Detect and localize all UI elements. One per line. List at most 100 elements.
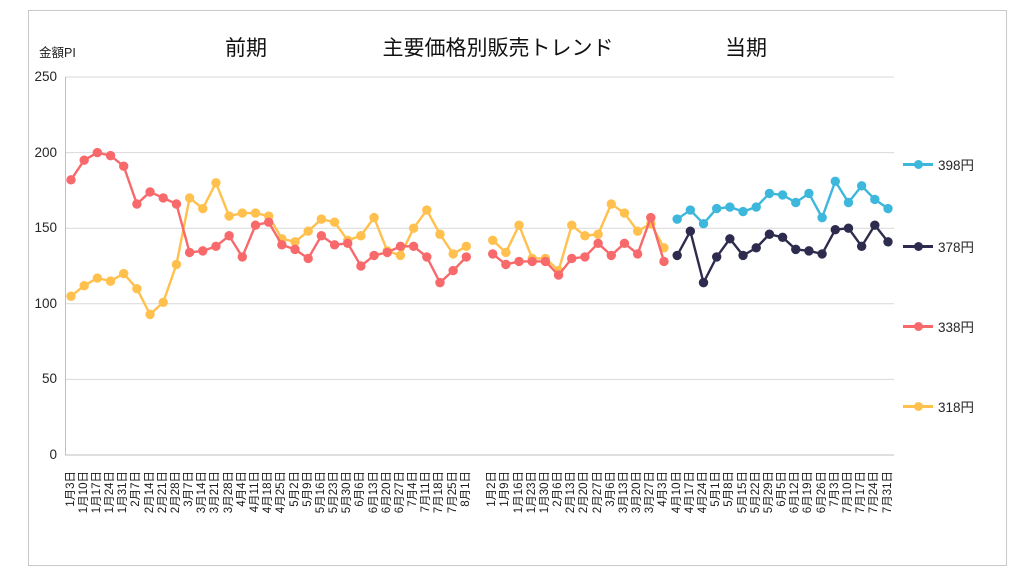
gridlines [65,76,894,456]
series-line [69,181,468,316]
x-tick-label: 5月8日 [723,471,736,507]
data-point [382,247,392,258]
x-tick-label: 7月24日 [868,471,881,514]
legend-item-398円[interactable]: 398円 [903,154,974,174]
data-point [751,243,761,253]
legend-marker-icon [903,159,933,169]
data-point [422,205,432,215]
data-point [237,252,248,262]
data-point [369,212,379,223]
y-tick-label: 250 [34,69,57,84]
data-point [593,238,603,249]
data-point [646,212,656,223]
x-tick-label: 2月27日 [591,471,604,514]
data-point [672,250,682,261]
x-tick-label: 1月24日 [104,471,117,514]
data-point [79,155,89,165]
legend-item-318円[interactable]: 318円 [903,396,974,416]
x-tick-label: 3月14日 [196,471,209,514]
data-point [145,309,155,320]
legend-label: 378円 [938,240,975,255]
data-point [764,188,775,199]
data-point [66,291,76,301]
x-tick-label: 7月10日 [841,471,854,514]
x-tick-label: 2月20日 [578,471,591,514]
data-point [632,226,643,236]
data-point [619,238,630,249]
data-point [738,250,748,261]
data-point [711,203,722,214]
data-point [66,175,76,185]
legend-label: 398円 [938,158,975,173]
x-tick-label: 3月21日 [209,471,222,514]
data-point [487,235,498,245]
data-point [817,212,827,223]
legend-marker-icon [903,401,933,411]
data-point [843,223,854,233]
x-tick-label: 1月16日 [512,471,525,514]
x-tick-label: 6月6日 [354,471,367,507]
legend-item-378円[interactable]: 378円 [903,236,974,256]
x-tick-label: 5月9日 [301,471,314,507]
x-tick-label: 1月10日 [77,471,90,514]
data-point [619,208,630,218]
x-tick-label: 6月12日 [789,471,802,514]
series-378円 [672,220,893,288]
data-point [501,259,511,270]
data-point [435,277,445,288]
data-point [527,256,537,267]
x-tick-label: 4月4日 [235,471,248,507]
data-point [632,249,643,259]
data-point [158,193,168,203]
data-point [540,256,551,267]
legend-item-338円[interactable]: 338円 [903,316,974,336]
x-tick-label: 2月14日 [143,471,156,514]
y-axis-unit-label: 金額PI [39,46,76,60]
legend-dot [913,321,923,331]
data-point [514,256,524,267]
x-tick-label: 1月23日 [525,471,538,514]
legend-dot [913,241,923,251]
x-tick-label: 3月20日 [631,471,644,514]
x-tick-label: 6月20日 [380,471,393,514]
x-tick-label: 6月5日 [776,471,789,507]
legend-label: 318円 [938,400,975,415]
x-tick-label: 4月10日 [670,471,683,514]
data-point [132,199,142,209]
x-tick-label: 3月28日 [222,471,235,514]
data-point [883,237,893,247]
x-tick-label: 7月25日 [446,471,459,514]
legend-dot [913,159,923,169]
data-point [711,252,722,262]
data-point [856,241,867,252]
data-point [290,244,300,255]
data-point [883,203,893,214]
x-tick-label: 5月15日 [736,471,749,514]
x-tick-label: 4月18日 [262,471,275,514]
x-tick-label: 2月13日 [565,471,578,514]
data-point [329,217,340,227]
data-point [830,176,840,187]
data-point [263,217,274,227]
data-point [105,150,116,161]
y-tick-label: 200 [34,144,57,160]
x-tick-label: 6月27日 [393,471,406,514]
data-point [606,250,616,261]
data-point [408,241,419,252]
data-point [211,241,221,252]
data-point [408,223,419,233]
data-point [250,220,261,230]
data-point [659,256,669,267]
data-point [487,249,498,259]
x-tick-label: 4月17日 [683,471,696,514]
data-point [580,252,590,262]
x-tick-label: 5月22日 [749,471,762,514]
data-point [514,220,524,230]
data-point [395,241,406,252]
data-point [461,241,472,252]
x-tick-label: 1月31日 [117,471,130,514]
x-tick-label: 4月3日 [657,471,670,507]
data-point [119,161,129,171]
data-point [553,270,564,280]
